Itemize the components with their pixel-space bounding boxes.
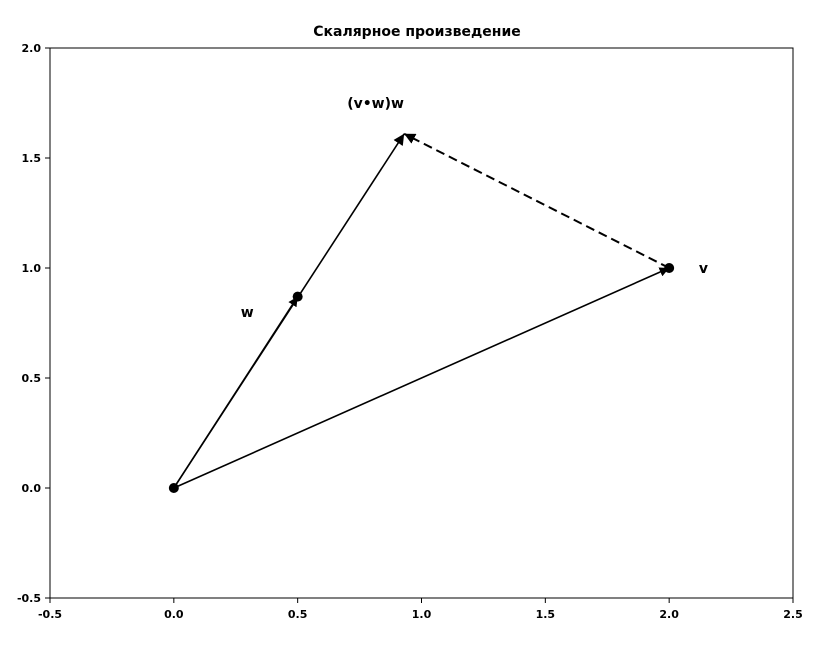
- vector-points: [168, 263, 675, 493]
- vector-arrows: [173, 132, 670, 489]
- x-tick-label: 2.0: [659, 608, 679, 621]
- y-tick-label: -0.5: [17, 592, 41, 605]
- x-tick-label: 0.5: [288, 608, 308, 621]
- x-tick-label: 1.0: [412, 608, 432, 621]
- x-tick-label: 0.0: [164, 608, 184, 621]
- vector-arrow: [173, 133, 405, 489]
- x-axis: -0.5 0.0 0.5 1.0 1.5 2.0 2.5: [38, 598, 803, 621]
- x-tick-label: 2.5: [783, 608, 803, 621]
- y-tick-label: 0.5: [22, 372, 42, 385]
- vector-label: (v•w)w: [347, 96, 404, 112]
- y-axis: -0.5 0.0 0.5 1.0 1.5 2.0: [17, 42, 50, 605]
- vector-label: w: [241, 305, 254, 321]
- vector-point: [292, 291, 303, 302]
- y-tick-label: 1.0: [22, 262, 42, 275]
- plot-frame: [49, 47, 794, 599]
- vector-arrow: [173, 267, 670, 489]
- y-tick-label: 1.5: [22, 152, 42, 165]
- vector-annotations: w v (v•w)w: [241, 96, 708, 321]
- chart-title: Скалярное произведение: [313, 24, 521, 40]
- projection-dashed-arrow: [403, 132, 670, 269]
- y-tick-label: 0.0: [22, 482, 42, 495]
- y-tick-label: 2.0: [22, 42, 42, 55]
- x-tick-label: 1.5: [536, 608, 556, 621]
- vector-label: v: [699, 261, 708, 277]
- x-tick-label: -0.5: [38, 608, 62, 621]
- vector-point: [664, 263, 675, 273]
- vector-point: [168, 483, 179, 493]
